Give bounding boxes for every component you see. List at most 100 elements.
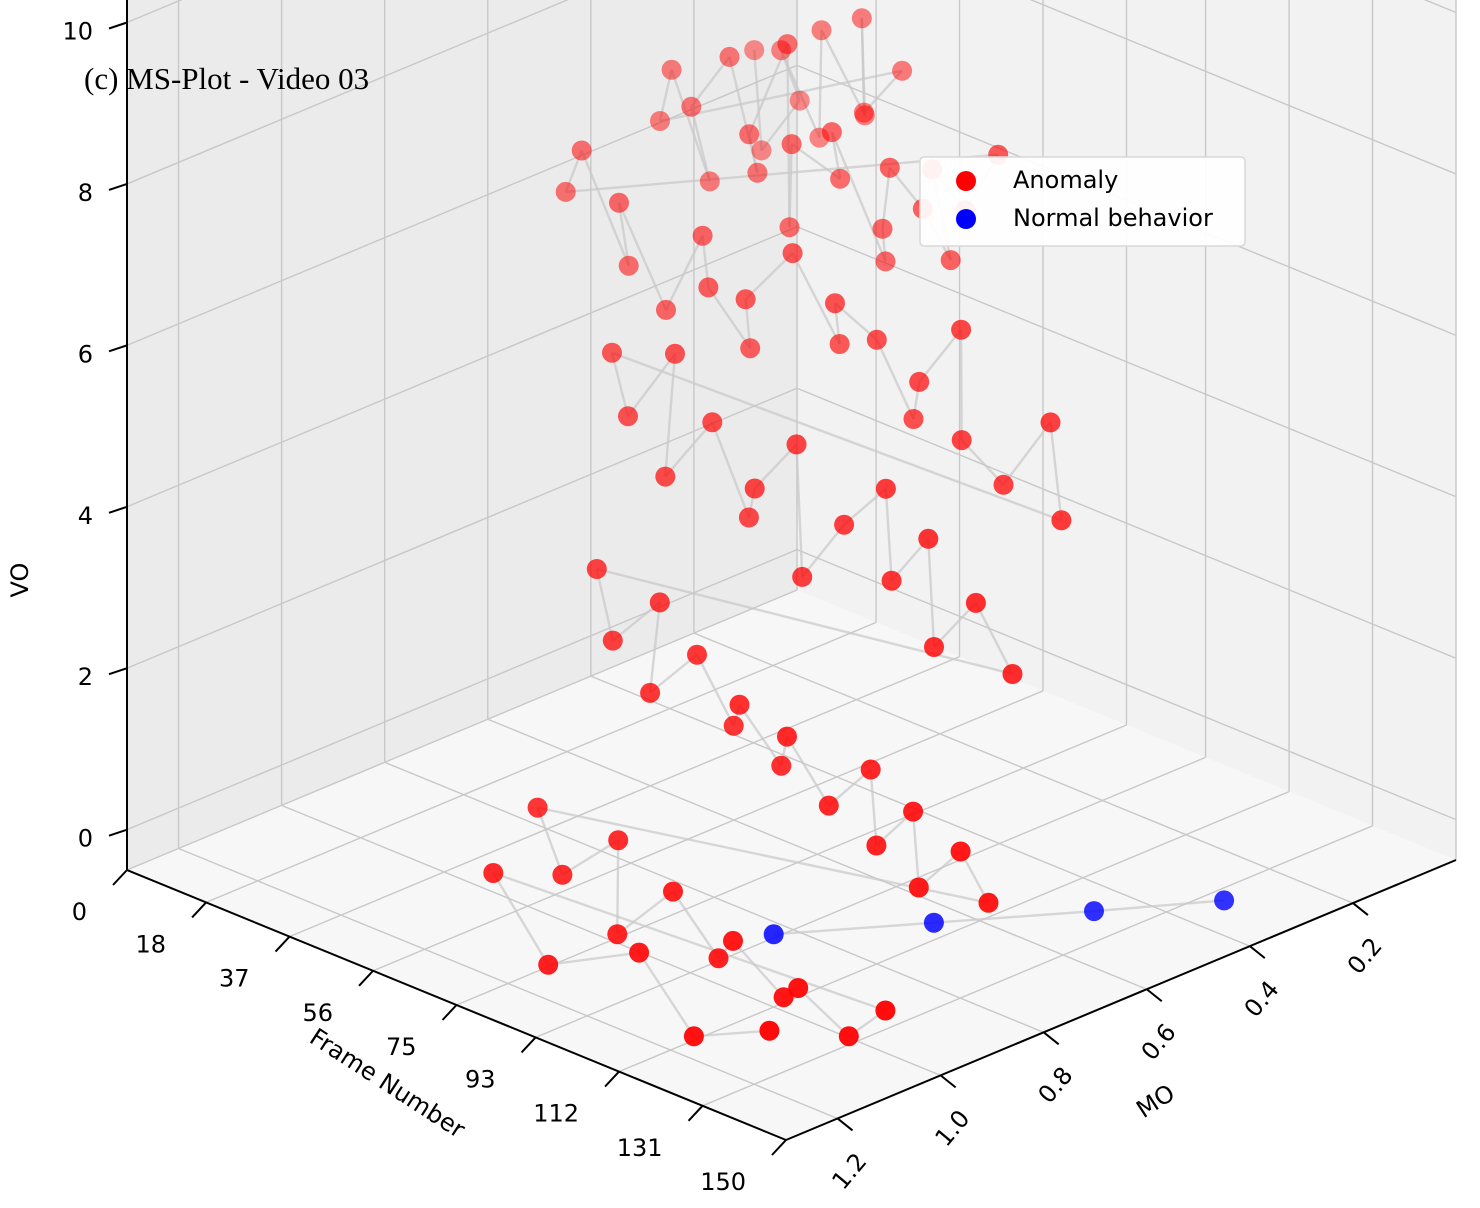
connector-line (492, 871, 886, 1012)
connector-line (617, 202, 630, 266)
anomaly-point (777, 34, 798, 55)
normal-point (763, 924, 784, 945)
anomaly-point (527, 797, 548, 818)
grid-line (693, 632, 1354, 904)
connector-line (638, 951, 695, 1037)
z-tick-mark (108, 182, 128, 191)
anomaly-point (602, 342, 622, 363)
anomaly-point (903, 801, 924, 822)
anomaly-point (829, 334, 850, 354)
anomaly-point (663, 881, 683, 902)
anomaly-point (723, 715, 744, 736)
anomaly-point (483, 863, 504, 883)
y-tick-label: 1.0 (929, 1105, 975, 1152)
y-axis-title: MO (1131, 1079, 1179, 1124)
connector-line (1093, 899, 1225, 913)
anomaly-point (698, 277, 719, 298)
anomaly-point (618, 255, 639, 276)
legend-anomaly-marker (956, 171, 976, 191)
side-pane-frame-min (127, 0, 797, 870)
connector-line (612, 601, 661, 642)
connector-line (690, 56, 731, 108)
connector-line (753, 443, 798, 490)
anomaly-point (640, 682, 661, 703)
connector-line (695, 654, 735, 727)
x-tick-label: 18 (136, 930, 167, 958)
legend-anomaly-label: Anomaly (1013, 166, 1118, 194)
connector-line (658, 69, 673, 122)
grid-line (126, 589, 798, 871)
anomaly-point (978, 892, 999, 913)
anomaly-point (602, 630, 623, 651)
connector-line (492, 872, 550, 966)
connector-line (664, 421, 714, 478)
tick-labels: 0 18 37 56 75 93 112 131 150 0.2 0.4 0.6 0.8 1.0 1.2 0 2… (62, 18, 1387, 1197)
y-axis-line (785, 859, 1457, 1141)
connector-line (561, 839, 619, 876)
anomaly-point (555, 181, 576, 202)
anomaly-point (789, 90, 810, 111)
y-tick-label: 0.4 (1239, 975, 1285, 1022)
connector-line (672, 890, 720, 959)
anomaly-point (1040, 412, 1061, 433)
legend-box (919, 156, 1246, 247)
legend-normal-label: Normal behavior (1013, 204, 1213, 232)
connector-line (760, 99, 801, 152)
anomaly-point (940, 250, 961, 271)
grid-line (618, 790, 1290, 1073)
z-tick-label: 8 (78, 179, 93, 207)
z-tick-label: 2 (78, 663, 93, 691)
anomaly-point (851, 8, 872, 29)
anomaly-point (993, 474, 1014, 495)
anomaly-point (825, 293, 845, 314)
connector-line (707, 286, 752, 349)
anomaly-point (629, 942, 650, 963)
axis-lines (108, 0, 1457, 1156)
z-tick-mark (108, 21, 128, 30)
connector-line (884, 488, 893, 581)
x-tick-label: 150 (700, 1168, 746, 1196)
x-tick-label: 93 (465, 1065, 496, 1093)
anomaly-point (788, 978, 809, 998)
connector-line (773, 921, 934, 936)
connector-line (860, 18, 866, 113)
connector-line (617, 202, 668, 311)
anomaly-point (777, 726, 797, 747)
grid-line (126, 0, 569, 185)
connector-line (627, 353, 676, 417)
grid-line (126, 548, 798, 831)
anomaly-point (618, 406, 638, 427)
anomaly-point (771, 755, 792, 776)
y-tick-mark (836, 1117, 854, 1132)
anomaly-point (834, 514, 855, 535)
anomaly-point (735, 289, 756, 310)
grid-line (126, 226, 798, 508)
anomaly-point (909, 371, 930, 392)
grid-line (289, 655, 960, 938)
anomaly-point (903, 409, 924, 429)
connector-line (788, 144, 793, 228)
anomaly-point (792, 566, 813, 587)
anomaly-point (683, 1026, 704, 1047)
anomaly-point (892, 60, 913, 81)
x-tick-label: 37 (219, 965, 250, 993)
connector-line (611, 351, 1062, 522)
anomaly-point (860, 759, 881, 780)
x-tick-mark (771, 1139, 787, 1156)
x-tick-label: 112 (533, 1100, 579, 1128)
grid-line (702, 825, 1373, 1107)
anomaly-point (773, 987, 794, 1008)
legend: Anomaly Normal behavior (919, 156, 1246, 247)
anomaly-point (692, 225, 713, 246)
z-tick-mark (108, 505, 128, 514)
anomaly-point (759, 1020, 780, 1041)
anomaly-point (811, 20, 832, 41)
connector-line (974, 602, 1014, 675)
x-tick-mark (191, 901, 207, 919)
anomaly-point (656, 299, 676, 320)
anomaly-point (950, 841, 971, 862)
anomaly-point (655, 466, 676, 487)
x-tick-mark (358, 970, 374, 987)
anomaly-point (708, 948, 729, 969)
grid-lines (126, 0, 1457, 1141)
